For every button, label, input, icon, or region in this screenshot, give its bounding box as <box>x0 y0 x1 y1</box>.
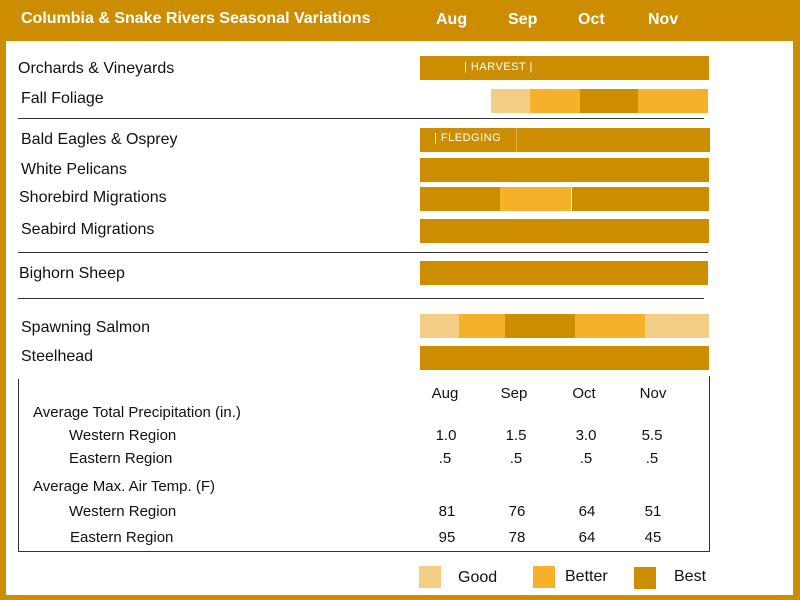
precip-western-label: Western Region <box>69 427 177 444</box>
temp-western-sep: 76 <box>508 503 526 520</box>
bar-seabird-best <box>420 219 709 243</box>
table-month-sep: Sep <box>500 385 528 402</box>
precip-eastern-aug: .5 <box>438 450 452 467</box>
legend-good-swatch <box>419 566 441 588</box>
bar-salmon-better <box>459 314 505 338</box>
content-panel: Orchards & Vineyards | HARVEST | Fall Fo… <box>6 41 793 595</box>
table-month-aug: Aug <box>431 385 459 402</box>
precip-eastern-nov: .5 <box>645 450 659 467</box>
precip-heading: Average Total Precipitation (in.) <box>33 404 241 421</box>
row-label-foliage: Fall Foliage <box>21 90 104 107</box>
section-divider <box>18 298 704 299</box>
fledging-note: | FLEDGING <box>434 132 502 144</box>
section-divider <box>18 118 704 119</box>
temp-heading: Average Max. Air Temp. (F) <box>33 478 216 495</box>
row-label-orchards: Orchards & Vineyards <box>18 60 175 77</box>
table-corner-tick <box>709 376 710 382</box>
header-bar: Columbia & Snake Rivers Seasonal Variati… <box>0 0 800 40</box>
precip-eastern-sep: .5 <box>509 450 523 467</box>
bar-bighorn-best <box>420 261 708 285</box>
page-title: Columbia & Snake Rivers Seasonal Variati… <box>21 10 371 27</box>
temp-eastern-aug: 95 <box>438 529 456 546</box>
bar-shorebird-best-late <box>572 187 709 211</box>
legend-better-swatch <box>533 566 555 588</box>
fledging-marker <box>516 128 517 152</box>
table-month-oct: Oct <box>572 385 596 402</box>
row-label-eagles: Bald Eagles & Osprey <box>21 131 178 148</box>
bar-steelhead-best <box>420 346 709 370</box>
legend-best-label: Best <box>674 568 707 585</box>
temp-eastern-label: Eastern Region <box>70 529 174 546</box>
precip-western-aug: 1.0 <box>435 427 457 444</box>
bar-salmon-good-late <box>645 314 709 338</box>
legend-good-label: Good <box>458 569 498 586</box>
precip-western-sep: 1.5 <box>505 427 527 444</box>
temp-eastern-nov: 45 <box>644 529 662 546</box>
bar-pelicans-best <box>420 158 709 182</box>
bar-foliage-better <box>530 89 580 113</box>
precip-eastern-oct: .5 <box>579 450 593 467</box>
month-header-aug: Aug <box>436 11 468 28</box>
bar-shorebird-best <box>420 187 500 211</box>
bar-shorebird-better <box>500 187 571 211</box>
temp-western-oct: 64 <box>578 503 596 520</box>
climate-table: Aug Sep Oct Nov Average Total Precipitat… <box>18 376 710 552</box>
bar-foliage-good <box>491 89 530 113</box>
temp-eastern-oct: 64 <box>578 529 596 546</box>
row-label-seabird: Seabird Migrations <box>21 221 155 238</box>
bar-foliage-better-late <box>638 89 708 113</box>
bar-salmon-better-late <box>575 314 645 338</box>
row-label-bighorn: Bighorn Sheep <box>19 265 125 282</box>
section-divider <box>18 252 708 253</box>
legend-better-label: Better <box>565 568 608 585</box>
temp-western-aug: 81 <box>438 503 456 520</box>
precip-eastern-label: Eastern Region <box>69 450 173 467</box>
table-month-nov: Nov <box>639 385 667 402</box>
month-header-nov: Nov <box>648 11 679 28</box>
harvest-note: | HARVEST | <box>464 61 533 73</box>
temp-western-label: Western Region <box>69 503 177 520</box>
row-label-shorebird: Shorebird Migrations <box>19 189 167 206</box>
bar-salmon-best <box>505 314 575 338</box>
legend-best-swatch <box>634 567 656 589</box>
bar-orchards-best: | HARVEST | <box>420 56 709 80</box>
row-label-salmon: Spawning Salmon <box>21 319 150 336</box>
temp-eastern-sep: 78 <box>508 529 526 546</box>
bar-foliage-best <box>580 89 638 113</box>
month-header-sep: Sep <box>508 11 538 28</box>
precip-western-nov: 5.5 <box>641 427 663 444</box>
bar-eagles-best: | FLEDGING <box>420 128 710 152</box>
row-label-pelicans: White Pelicans <box>21 161 127 178</box>
row-label-steelhead: Steelhead <box>21 348 94 365</box>
precip-western-oct: 3.0 <box>575 427 597 444</box>
month-header-oct: Oct <box>578 11 605 28</box>
temp-western-nov: 51 <box>644 503 662 520</box>
bar-salmon-good <box>420 314 459 338</box>
